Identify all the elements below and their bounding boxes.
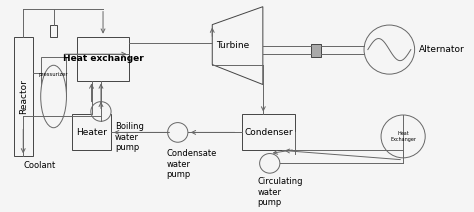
Bar [41, 57, 66, 96]
Text: Turbine: Turbine [216, 41, 249, 50]
Text: Condensate
water
pump: Condensate water pump [166, 149, 217, 179]
Text: Heat exchanger: Heat exchanger [63, 54, 144, 63]
Bar [311, 44, 321, 57]
Text: Condenser: Condenser [244, 128, 293, 137]
Text: pressurizer: pressurizer [39, 72, 68, 77]
Ellipse shape [41, 65, 66, 128]
Bar [77, 37, 129, 81]
Polygon shape [212, 7, 263, 85]
Text: Alternator: Alternator [419, 45, 465, 54]
Bar [72, 114, 111, 150]
Bar [242, 114, 295, 150]
Text: Heat
Exchanger: Heat Exchanger [390, 131, 416, 142]
Text: Reactor: Reactor [19, 79, 28, 114]
Ellipse shape [381, 115, 425, 158]
Text: Circulating
water
pump: Circulating water pump [257, 177, 303, 207]
Bar [50, 25, 57, 37]
Text: Boiling
water
pump: Boiling water pump [115, 123, 144, 152]
Text: Coolant: Coolant [24, 161, 56, 170]
Ellipse shape [364, 25, 415, 74]
Bar [14, 37, 33, 156]
Text: Heater: Heater [76, 128, 107, 137]
Ellipse shape [168, 123, 188, 142]
Ellipse shape [260, 153, 280, 173]
Ellipse shape [91, 102, 111, 121]
